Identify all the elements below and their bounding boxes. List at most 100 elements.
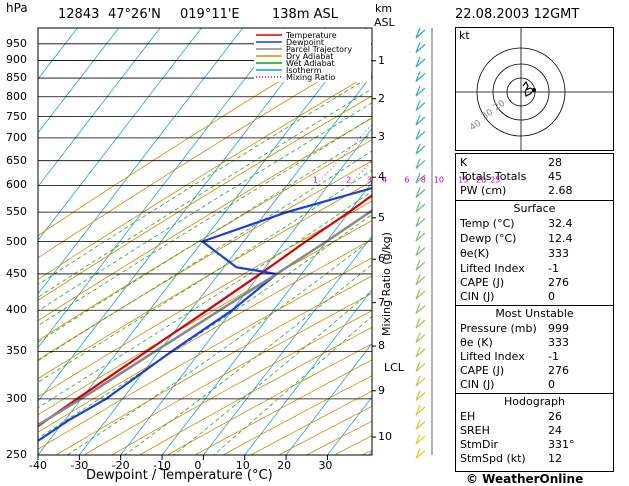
km-label: 6 [378,252,385,266]
wind-barb [415,201,426,213]
dry-adiabat-line [38,160,372,361]
mixing-ratio-value: 15 [458,175,468,184]
dry-adiabat-line [38,180,372,380]
x-tick-label: -10 [153,459,172,472]
pressure-unit: hPa [6,1,28,15]
y-tick-label: 300 [6,391,27,405]
dry-adiabat-line [139,326,372,455]
dry-adiabat-line [111,310,372,455]
wind-barb [415,85,426,97]
mu-row: Pressure (mb) 999 [460,322,569,335]
wind-barb [415,172,426,184]
wind-barb [415,361,426,372]
station-lon: 019°11'E [180,7,240,22]
hodograph-plot [456,28,613,150]
hodograph-box: kt 20 30 40 [455,27,614,151]
km-label: 1 [378,53,385,67]
dry-adiabat-line [55,275,372,455]
wind-barb [415,390,426,401]
index-row-pw: PW (cm) 2.68 [460,184,573,197]
y-tick-label: 350 [6,344,27,358]
wet-adiabat-line [38,75,372,285]
km-label: 5 [378,210,385,224]
mixing-ratio-value: 8 [421,175,426,184]
wet-adiabat-line [213,315,372,455]
km-label: 4 [378,170,385,184]
y-tick-label: 600 [6,178,27,192]
y-tick-label: 550 [6,205,27,219]
y-tick-label: 900 [6,53,27,67]
surface-title: Surface [513,202,556,215]
wind-barb [415,404,426,416]
hodograph-params-title: Hodograph [504,395,565,408]
wind-barb [415,158,426,169]
hodograph-unit: kt [459,29,470,42]
wind-barb [415,332,426,343]
y-tick-label: 850 [6,71,27,85]
wet-adiabat-line [67,238,372,455]
wind-barb [415,274,426,285]
wet-adiabat-line [38,150,372,362]
wind-barb [415,288,426,300]
hodo-row: StmSpd (kt) 12 [460,452,562,465]
lcl-label: LCL [384,361,404,374]
wind-barbs [415,27,433,459]
surface-row: θe(K) 333 [460,247,569,260]
x-tick-label: -30 [70,459,89,472]
wind-barb [415,143,426,155]
legend-label: Dewpoint [286,38,324,47]
mu-row: CAPE (J) 276 [460,364,569,377]
km-label: 2 [378,91,385,105]
dry-adiabat-line [38,117,372,322]
isotherm-line [285,342,372,455]
dry-adiabat-line [38,139,372,342]
index-row-k: K 28 [460,156,562,169]
wind-barb [415,419,426,430]
mu-row: θe (K) 333 [460,336,569,349]
isotherm-line [38,28,120,134]
mixing-ratio-value: 1 [313,175,318,184]
wind-barb [415,448,426,459]
x-tick-label: 10 [235,459,250,472]
isotherm-line [38,28,202,241]
x-tick-label: -20 [111,459,130,472]
surface-row: Lifted Index -1 [460,262,559,275]
credit: © WeatherOnline [466,472,584,486]
y-tick-label: 400 [6,303,27,317]
surface-row: Temp (°C) 32.4 [460,217,573,230]
x-tick-label: 30 [318,459,333,472]
hodo-row: StmDir 331° [460,438,575,451]
y-tick-label: 450 [6,266,27,280]
mixing-ratio-value: 4 [382,175,387,184]
hodo-row: EH 26 [460,410,562,423]
sounding-date: 22.08.2003 12GMT [455,7,580,22]
wind-barb [415,259,426,271]
km-label: 9 [378,383,385,397]
y-tick-label: 700 [6,130,27,144]
km-unit: km [375,2,393,15]
legend-label: Wet Adiabat [286,59,335,68]
profile-parcel-trajectory [38,208,372,427]
wind-barb [415,56,426,68]
most-unstable-title: Most Unstable [495,307,574,320]
y-tick-label: 250 [6,448,27,461]
dry-adiabat-line [83,292,372,455]
indices-panel: K 28 Totals Totals 45 PW (cm) 2.68 Surface … [455,153,614,472]
km-label: 3 [378,130,385,144]
legend-label: Isotherm [286,66,322,75]
mixing-ratio-axis-label: Mixing Ratio (g/kg) [380,232,393,336]
x-tick-label: 20 [277,459,292,472]
wind-barb [415,216,426,227]
surface-row: CIN (J) 0 [460,290,555,303]
legend-label: Parcel Trajectory [286,45,352,54]
km-label: 7 [378,295,385,309]
wind-barb [415,100,426,111]
wind-barb [415,187,426,198]
surface-row: Dewp (°C) 12.4 [460,232,573,245]
mu-row: Lifted Index -1 [460,350,559,363]
y-tick-label: 800 [6,89,27,103]
km-label: 10 [378,430,392,444]
hodo-row: SREH 24 [460,424,562,437]
legend-label: Mixing Ratio [286,73,335,82]
